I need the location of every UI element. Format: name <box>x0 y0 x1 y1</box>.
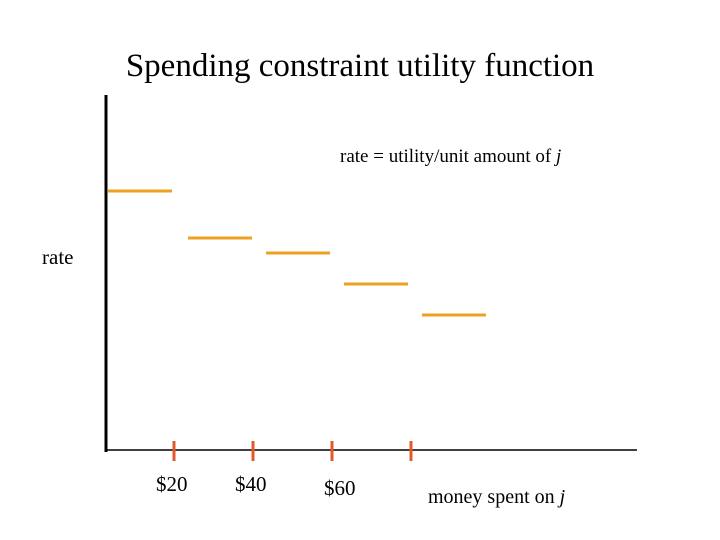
x-axis-label: money spent on j <box>428 486 565 509</box>
x-tick-label: $60 <box>324 476 356 500</box>
x-tick-label: $40 <box>235 472 267 496</box>
x-tick-label: $20 <box>156 472 188 496</box>
note-variable: j <box>556 146 562 167</box>
x-axis-label-variable: j <box>559 486 566 508</box>
y-axis-label: rate <box>42 245 74 269</box>
note-text: rate = utility/unit amount of <box>340 146 556 167</box>
rate-definition-note: rate = utility/unit amount of j <box>340 146 561 168</box>
diagram-title: Spending constraint utility function <box>125 48 595 84</box>
x-axis-label-text: money spent on <box>428 486 560 508</box>
